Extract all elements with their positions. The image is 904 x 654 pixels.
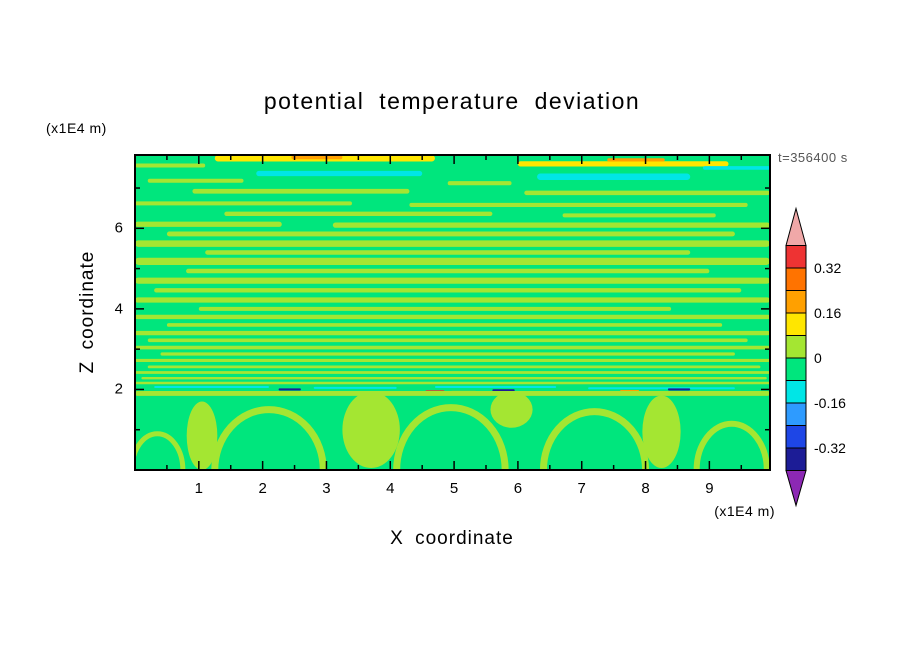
contour-streak	[447, 181, 512, 186]
contour-streak	[147, 365, 761, 369]
colorbar-segment	[785, 335, 807, 359]
contour-streak	[147, 338, 748, 343]
y-tick-label: 2	[114, 380, 123, 398]
contour-streak	[135, 345, 770, 350]
x-tick-label: 5	[449, 480, 459, 497]
contour-streak	[256, 170, 423, 177]
plot-border	[134, 154, 771, 471]
plume-arc	[135, 431, 186, 470]
colorbar-segment	[785, 290, 807, 314]
contour-streak	[409, 202, 748, 207]
x-tick-label: 7	[577, 480, 586, 497]
contour-streak	[135, 371, 770, 374]
contour-streak	[537, 173, 691, 180]
contour-streak	[588, 387, 735, 390]
plume-arc	[211, 406, 327, 470]
colorbar-label: -0.16	[814, 395, 846, 411]
contour-streak	[186, 268, 710, 274]
colorbar-label: 0.32	[814, 260, 842, 276]
plume-arc	[693, 420, 770, 470]
contour-streak	[332, 222, 770, 228]
contour-streak	[135, 297, 770, 303]
y-axis-unit-label: (x1E4 m)	[46, 120, 107, 136]
contour-streak	[160, 352, 735, 356]
contour-streak	[135, 381, 770, 385]
plume-blob	[342, 391, 400, 468]
x-tick-label: 6	[513, 480, 523, 497]
contour-streak	[135, 240, 770, 247]
contour-streak	[135, 314, 770, 320]
contour-streak	[135, 221, 282, 227]
colorbar-arrow-bottom	[785, 470, 807, 508]
contour-streak	[135, 330, 770, 336]
contour-streak	[562, 213, 716, 218]
contour-streak	[492, 389, 515, 392]
time-annotation: t=356400 s	[778, 150, 848, 165]
contour-streak	[198, 306, 672, 311]
contour-streak	[702, 166, 770, 170]
y-tick-label: 4	[114, 300, 123, 318]
colorbar-segment	[785, 402, 807, 426]
contour-streak	[135, 163, 206, 168]
plume-blob	[490, 391, 533, 428]
contour-streak	[607, 158, 665, 162]
colorbar-arrow-top	[785, 206, 807, 246]
x-tick-label: 9	[705, 480, 714, 497]
contour-streak	[192, 188, 410, 194]
colorbar	[785, 206, 807, 508]
contour-streak	[135, 391, 770, 396]
plume-arc	[539, 408, 650, 470]
contour-field	[135, 155, 770, 470]
contour-streak	[135, 277, 770, 284]
contour-streak	[135, 358, 770, 363]
contour-streak	[205, 250, 691, 255]
colorbar-label: -0.32	[814, 440, 846, 456]
y-tick-label: 6	[114, 219, 123, 237]
contour-streak	[166, 323, 723, 327]
colorbar-label: 0.16	[814, 305, 842, 321]
colorbar-segment	[785, 447, 807, 471]
contour-streak	[517, 161, 729, 167]
plume-blob	[186, 401, 218, 470]
contour-streak	[524, 190, 770, 196]
colorbar-segment	[785, 267, 807, 291]
colorbar-segment	[785, 425, 807, 449]
colorbar-segment	[785, 357, 807, 381]
contour-streak	[135, 257, 770, 265]
x-tick-label: 4	[386, 480, 395, 497]
contour-streak	[313, 386, 397, 389]
x-tick-label: 8	[641, 480, 650, 497]
contour-streak	[291, 155, 343, 160]
contour-streak	[224, 211, 493, 217]
contour-streak	[278, 388, 301, 391]
x-tick-label: 3	[322, 480, 331, 497]
colorbar-segment	[785, 245, 807, 269]
colorbar-segment	[785, 380, 807, 404]
x-tick-label: 2	[258, 480, 267, 497]
contour-streak	[154, 288, 742, 293]
colorbar-label: 0	[814, 350, 822, 366]
contour-streak	[154, 386, 270, 389]
contour-streak	[147, 178, 244, 183]
x-axis-unit-label: (x1E4 m)	[714, 503, 775, 519]
x-tick-label: 1	[194, 480, 203, 497]
plume-blob	[642, 395, 681, 468]
contour-streak	[135, 201, 352, 206]
contour-streak	[434, 386, 557, 389]
plot-frame	[134, 154, 771, 471]
chart-title: potential temperature deviation	[263, 88, 641, 114]
contour-streak	[166, 231, 735, 237]
colorbar-segment	[785, 312, 807, 336]
x-axis-title: X coordinate	[390, 528, 514, 549]
plume-arc	[393, 404, 509, 470]
contour-streak	[667, 388, 691, 391]
contour-streak	[141, 376, 767, 380]
